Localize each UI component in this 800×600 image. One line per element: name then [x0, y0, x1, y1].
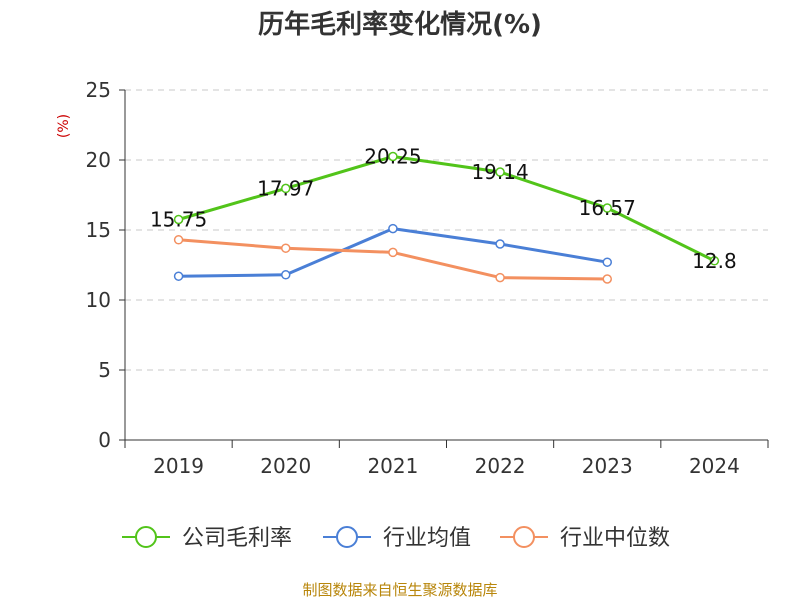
x-tick-label-2023: 2023 [582, 454, 633, 478]
data-point-2-0[interactable] [173, 235, 184, 245]
data-label-0-4: 16.57 [579, 196, 636, 220]
grid-lines [125, 89, 768, 371]
chart-title: 历年毛利率变化情况(%) [258, 9, 542, 40]
data-label-0-2: 20.25 [364, 145, 421, 169]
legend-marker-2 [513, 526, 535, 548]
data-label-0-3: 19.14 [471, 160, 528, 184]
axes: 0 5 10 15 20 25 2019 2020 2021 2022 2023 2024 [86, 78, 769, 478]
data-point-1-2[interactable] [388, 223, 398, 234]
series-group [173, 151, 720, 284]
y-tick-label-15: 15 [86, 218, 111, 242]
data-point-1-0[interactable] [173, 271, 184, 281]
legend-marker-1 [336, 526, 358, 548]
data-point-0-5[interactable] [709, 256, 720, 266]
data-point-0-0[interactable] [173, 214, 184, 225]
data-label-0-0: 15.75 [150, 208, 207, 232]
y-tick-label-20: 20 [86, 148, 111, 172]
x-tick-label-2021: 2021 [367, 454, 418, 478]
legend[interactable]: 公司毛利率 行业均值 行业中位数 [122, 526, 670, 551]
data-point-0-2[interactable] [388, 151, 398, 162]
data-point-1-4[interactable] [602, 257, 612, 267]
data-point-2-3[interactable] [495, 272, 505, 283]
legend-marker-0 [135, 526, 157, 548]
x-tick-label-2019: 2019 [153, 454, 204, 478]
source-note: 制图数据来自恒生聚源数据库 [302, 581, 497, 599]
y-tick-label-5: 5 [98, 358, 111, 382]
y-axis-label: (%) [56, 114, 72, 138]
legend-label-1[interactable]: 行业均值 [383, 526, 471, 551]
y-tick-label-25: 25 [86, 78, 111, 102]
data-point-0-4[interactable] [602, 203, 612, 213]
data-point-2-1[interactable] [281, 243, 291, 253]
x-tick-label-2020: 2020 [260, 454, 311, 478]
data-point-1-3[interactable] [495, 239, 505, 249]
data-point-2-4[interactable] [602, 274, 612, 284]
data-labels: 15.75 17.97 20.25 19.14 16.57 12.8 [150, 145, 737, 273]
data-label-0-1: 17.97 [257, 176, 314, 200]
y-tick-label-0: 0 [98, 428, 111, 452]
data-label-0-5: 12.8 [692, 249, 737, 273]
legend-label-2[interactable]: 行业中位数 [560, 526, 670, 551]
x-tick-label-2024: 2024 [689, 454, 740, 478]
data-point-0-1[interactable] [281, 183, 291, 194]
data-point-2-2[interactable] [388, 247, 398, 258]
x-tick-label-2022: 2022 [475, 454, 526, 478]
legend-label-0[interactable]: 公司毛利率 [182, 526, 292, 551]
y-tick-label-10: 10 [86, 288, 111, 312]
data-point-0-3[interactable] [495, 167, 505, 177]
series-line-0 [178, 155, 716, 263]
series-line-2 [178, 238, 608, 281]
data-point-1-1[interactable] [281, 270, 291, 280]
